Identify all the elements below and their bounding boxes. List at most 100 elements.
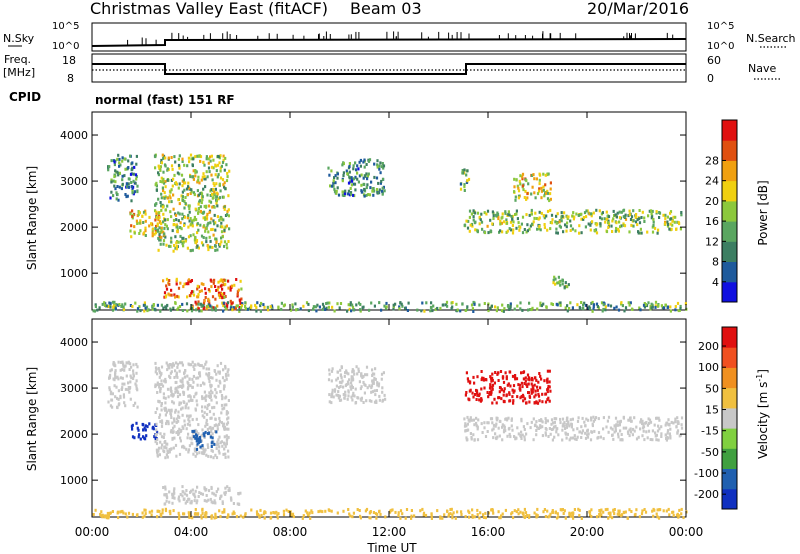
velocity-cell	[224, 444, 227, 448]
power-cell	[521, 215, 525, 219]
power-cell	[373, 304, 376, 308]
power-cell	[398, 305, 401, 309]
velocity-cell	[213, 394, 216, 398]
velocity-cell	[137, 428, 140, 432]
velocity-colorbar-segment	[722, 387, 737, 409]
power-cell	[669, 222, 672, 226]
power-cell	[341, 193, 344, 197]
velocity-cell	[491, 372, 494, 376]
velocity-cell	[196, 485, 199, 489]
velocity-cell	[121, 376, 124, 380]
power-cell	[349, 301, 352, 305]
velocity-cell	[163, 432, 166, 436]
power-cell	[219, 217, 223, 221]
power-cell	[219, 293, 222, 297]
velocity-cell	[227, 455, 230, 459]
velocity-cell	[197, 362, 200, 366]
velocity-cell	[187, 386, 190, 390]
power-cell	[677, 309, 680, 313]
power-cell	[182, 240, 185, 244]
power-cell	[158, 233, 161, 237]
power-cell	[202, 236, 205, 239]
velocity-cell	[658, 418, 661, 422]
velocity-cell	[478, 398, 481, 402]
velocity-cell	[186, 499, 189, 503]
power-cell	[617, 227, 620, 231]
power-cell	[151, 227, 154, 231]
velocity-cell	[551, 509, 554, 512]
power-cell	[130, 224, 133, 228]
power-cell	[664, 303, 667, 307]
power-cell	[211, 246, 214, 249]
power-cell	[333, 309, 336, 313]
velocity-cell	[679, 433, 682, 437]
power-cell	[194, 300, 197, 304]
power-cell	[630, 215, 634, 219]
power-cell	[307, 309, 310, 313]
velocity-cell	[198, 436, 201, 439]
velocity-cell	[517, 508, 520, 512]
power-cell	[478, 222, 481, 226]
velocity-cell	[487, 511, 490, 515]
velocity-cell	[135, 379, 138, 383]
velocity-cell	[594, 416, 598, 420]
velocity-cell	[204, 511, 208, 515]
velocity-cell	[163, 450, 166, 454]
velocity-cell	[482, 513, 485, 517]
velocity-cell	[187, 448, 191, 452]
power-cell	[194, 169, 197, 172]
velocity-cell	[348, 512, 351, 516]
velocity-cell	[216, 424, 219, 428]
velocity-cell	[250, 508, 253, 512]
velocity-cell	[158, 509, 161, 513]
power-cell	[219, 154, 222, 158]
velocity-cell	[201, 451, 204, 455]
velocity-cell	[593, 418, 597, 422]
power-cell	[170, 164, 174, 168]
power-cell	[197, 246, 200, 250]
power-cell	[540, 189, 544, 193]
power-cell	[144, 226, 147, 230]
power-cell	[194, 235, 197, 239]
power-cell	[191, 224, 194, 228]
velocity-cell	[205, 494, 208, 497]
power-cell	[373, 162, 376, 166]
time-x-tick-label: 08:00	[273, 525, 308, 539]
power-cell	[219, 225, 222, 229]
velocity-cell	[490, 392, 493, 396]
velocity-cell	[195, 449, 198, 453]
power-cell	[312, 305, 315, 309]
velocity-cell	[187, 432, 190, 436]
velocity-cell	[167, 395, 170, 399]
velocity-cell	[473, 423, 476, 427]
power-cell	[679, 227, 682, 231]
velocity-cell	[584, 431, 587, 435]
power-cell	[642, 303, 646, 307]
power-cell	[190, 290, 194, 294]
power-cell	[632, 224, 635, 228]
power-cell	[232, 306, 235, 310]
power-cell	[164, 185, 167, 189]
velocity-colorbar-tick-label: -200	[694, 488, 719, 501]
power-cell	[134, 181, 137, 185]
power-cell	[255, 306, 258, 310]
power-cell	[463, 189, 466, 192]
velocity-cell	[215, 456, 219, 460]
velocity-cell	[330, 379, 333, 383]
velocity-cell	[203, 415, 206, 419]
velocity-cell	[353, 394, 356, 398]
power-cell	[360, 173, 363, 177]
power-cell	[212, 158, 215, 162]
velocity-cell	[189, 501, 192, 505]
velocity-cell	[165, 410, 168, 414]
velocity-cell	[524, 376, 527, 380]
power-cell	[504, 211, 507, 215]
power-cell	[347, 181, 351, 185]
power-cell	[652, 224, 655, 227]
power-cell	[381, 186, 384, 190]
velocity-cell	[148, 422, 151, 426]
power-cell	[202, 282, 205, 286]
velocity-cell	[213, 442, 216, 446]
power-cell	[160, 196, 163, 200]
